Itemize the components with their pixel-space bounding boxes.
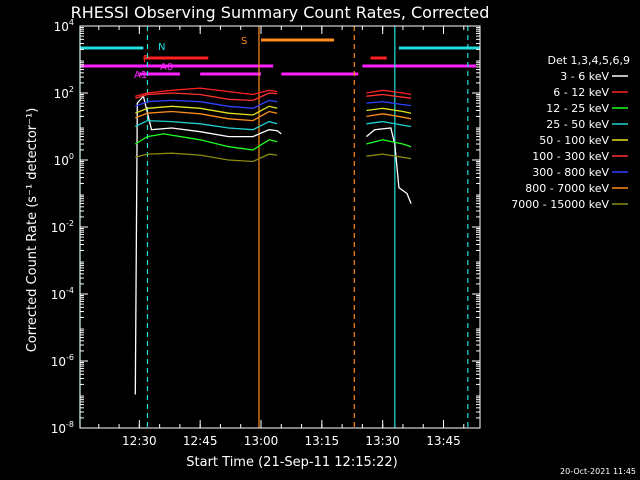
legend-entry: 300 - 800 keV [532,166,609,179]
legend-entry: 800 - 7000 keV [525,182,609,195]
legend-entry: 25 - 50 keV [546,118,609,131]
x-tick-label: 13:00 [244,434,279,448]
vertical-markers [79,26,469,428]
series-line [366,120,412,128]
x-tick-label: 13:15 [305,434,340,448]
y-tick-label: 10-2 [51,219,74,235]
flag-label: A0 [160,62,173,73]
legend-entry: 50 - 100 keV [539,134,609,147]
series-line [135,105,278,116]
y-tick-label: 102 [54,85,74,101]
series-line [365,127,412,204]
flag-label: N [158,42,165,53]
legend-entry: 3 - 6 keV [560,70,609,83]
x-tick-label: 13:45 [426,434,461,448]
legend-entry: 6 - 12 keV [553,86,609,99]
y-axis-ticks: 10-8 10-6 10-4 10-2 100 102 104 [51,18,480,436]
series-line [134,94,282,395]
x-tick-label: 12:45 [183,434,218,448]
x-tick-label: 13:30 [365,434,400,448]
y-tick-label: 10-4 [51,286,74,302]
series-line [135,87,278,97]
legend-entry: 12 - 25 keV [546,102,609,115]
x-tick-label: 12:30 [122,434,157,448]
series-line [135,110,278,122]
series-line [366,139,412,148]
series-line [366,113,412,120]
legend-entry: 7000 - 15000 keV [511,198,609,211]
y-tick-label: 10-6 [51,353,74,369]
series-line [134,133,278,151]
y-tick-label: 10-8 [51,420,74,436]
legend: Det 1,3,4,5,6,9 3 - 6 keV 6 - 12 keV 12 - 2… [511,54,630,211]
series-line [135,119,278,131]
flag-label: A1 [134,70,147,81]
y-tick-label: 104 [54,18,74,34]
series-lines [134,87,412,395]
series-line [366,89,412,96]
series-line [135,99,278,109]
legend-entry: 100 - 300 keV [532,150,609,163]
y-axis-label: Corrected Count Rate (s⁻¹ detector⁻¹) [25,108,40,353]
series-line [135,92,278,102]
series-line [366,153,412,160]
series-line [135,152,278,163]
series-line [366,93,412,99]
x-axis-ticks: 12:30 12:45 13:00 13:15 13:30 13:45 [98,26,465,448]
y-tick-label: 100 [54,152,74,168]
chart-title: RHESSI Observing Summary Count Rates, Co… [71,3,490,22]
plot-frame [79,25,481,429]
legend-title: Det 1,3,4,5,6,9 [547,54,630,67]
series-line [366,101,412,107]
footer-timestamp: 20-Oct-2021 11:45 [560,467,636,476]
series-line [366,107,412,114]
flag-label: S [241,36,247,47]
flag-label: F [143,54,149,65]
x-axis-label: Start Time (21-Sep-11 12:15:22) [186,455,397,470]
flag-bars: NF A0 A1 S [80,36,480,81]
